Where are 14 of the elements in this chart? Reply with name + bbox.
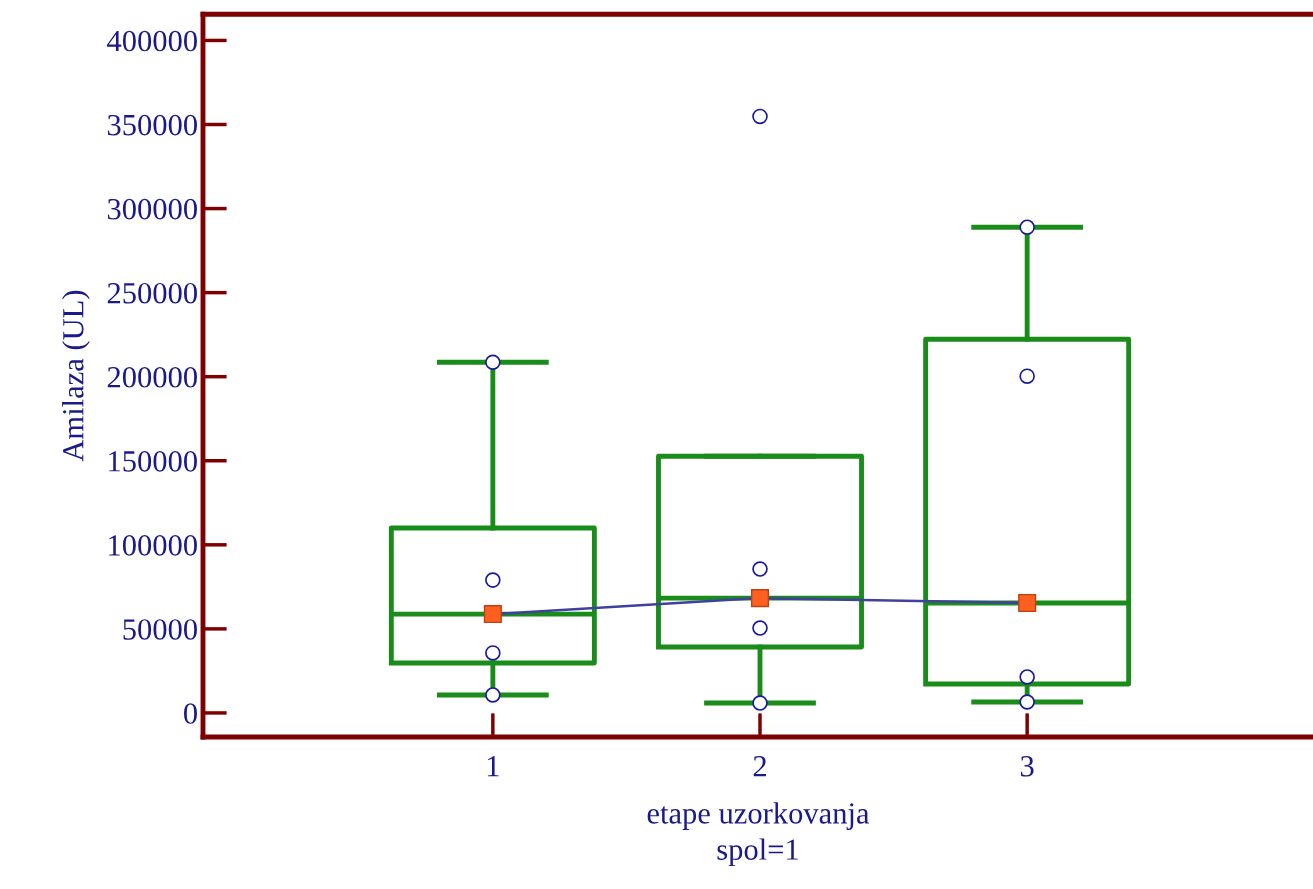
y-tick-label: 300000 xyxy=(107,198,197,220)
y-tick-label: 150000 xyxy=(109,451,197,472)
y-tick-label: 250000 xyxy=(107,282,197,304)
x-tick-label: 2 xyxy=(753,756,766,777)
y-tick-label: 100000 xyxy=(109,535,197,556)
y-axis-title: Amilaza (UL) xyxy=(62,290,90,462)
y-tick-label: 50000 xyxy=(123,619,197,640)
y-tick-label: 350000 xyxy=(107,114,197,136)
x-axis-title: etape uzorkovanja spol=1 xyxy=(647,802,870,867)
y-tick-label: 200000 xyxy=(107,366,197,388)
x-tick-label: 3 xyxy=(1020,756,1034,777)
y-tick-label: 0 xyxy=(184,703,197,724)
y-tick-label: 400000 xyxy=(107,30,197,52)
x-tick-label: 1 xyxy=(487,756,499,777)
